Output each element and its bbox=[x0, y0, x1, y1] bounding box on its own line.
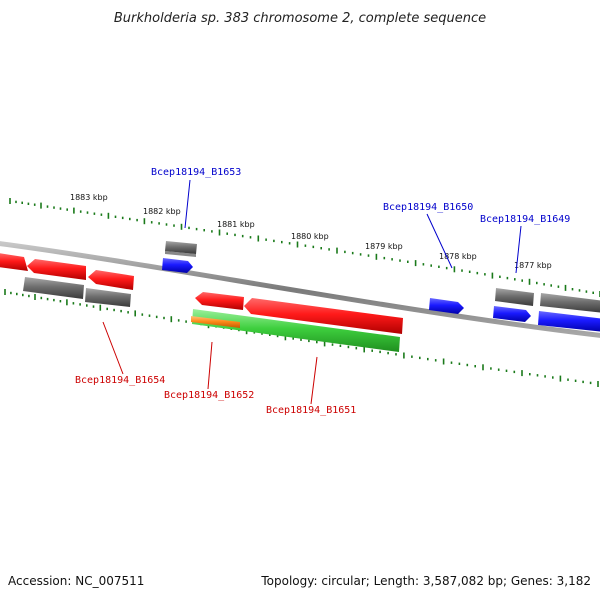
gene-label-b1650[interactable]: Bcep18194_B1650 bbox=[383, 202, 473, 213]
reverse-genes-left bbox=[0, 253, 134, 307]
scale-label-1877: 1877 kbp bbox=[514, 261, 552, 270]
scale-label-1879: 1879 kbp bbox=[365, 242, 403, 251]
scale-label-1878: 1878 kbp bbox=[439, 252, 477, 261]
gene-label-b1654[interactable]: Bcep18194_B1654 bbox=[75, 375, 165, 386]
scale-label-1883: 1883 kbp bbox=[70, 193, 108, 202]
scale-label-1882: 1882 kbp bbox=[143, 207, 181, 216]
scale-label-1880: 1880 kbp bbox=[291, 232, 329, 241]
gene-bcep18194-b1653[interactable] bbox=[165, 241, 197, 257]
gene-bcep18194-b1651-red[interactable] bbox=[244, 298, 403, 334]
gene-grey-right[interactable] bbox=[540, 293, 600, 313]
map-title: Burkholderia sp. 383 chromosome 2, compl… bbox=[114, 11, 486, 26]
gene-label-b1649[interactable]: Bcep18194_B1649 bbox=[480, 214, 570, 225]
scale-ticks-outer bbox=[9, 198, 600, 297]
gene-red-a[interactable] bbox=[27, 259, 86, 280]
chromosome-backbone bbox=[0, 241, 600, 338]
scale-label-1881: 1881 kbp bbox=[217, 220, 255, 229]
gene-label-b1652[interactable]: Bcep18194_B1652 bbox=[164, 390, 254, 401]
gene-blue-right-a[interactable] bbox=[493, 306, 531, 322]
accession-text: Accession: NC_007511 bbox=[8, 574, 145, 588]
scale-labels: 1883 kbp 1882 kbp 1881 kbp 1880 kbp 1879… bbox=[70, 193, 552, 270]
gene-label-b1651[interactable]: Bcep18194_B1651 bbox=[266, 405, 356, 416]
gene-grey-b[interactable] bbox=[85, 288, 131, 307]
gene-bcep18194-b1652[interactable] bbox=[191, 316, 240, 328]
topology-text: Topology: circular; Length: 3,587,082 bp… bbox=[261, 574, 591, 588]
gene-blue-right-b[interactable] bbox=[538, 311, 600, 332]
gene-bcep18194-b1654[interactable] bbox=[23, 277, 84, 299]
gene-blue-1[interactable] bbox=[162, 258, 193, 273]
forward-genes-outer bbox=[162, 241, 197, 273]
central-genes bbox=[191, 292, 403, 352]
label-leaders bbox=[102, 179, 522, 405]
gene-bcep18194-b1649[interactable] bbox=[495, 288, 534, 306]
gene-red-edge[interactable] bbox=[0, 253, 28, 271]
gene-red-b[interactable] bbox=[88, 270, 134, 290]
gene-labels: Bcep18194_B1653 Bcep18194_B1650 Bcep1819… bbox=[75, 167, 570, 416]
gene-bcep18194-b1650[interactable] bbox=[429, 298, 464, 314]
gene-red-c[interactable] bbox=[195, 292, 244, 310]
gene-label-b1653[interactable]: Bcep18194_B1653 bbox=[151, 167, 241, 178]
gene-bcep18194-b1651[interactable] bbox=[192, 309, 400, 352]
right-genes bbox=[429, 288, 600, 332]
